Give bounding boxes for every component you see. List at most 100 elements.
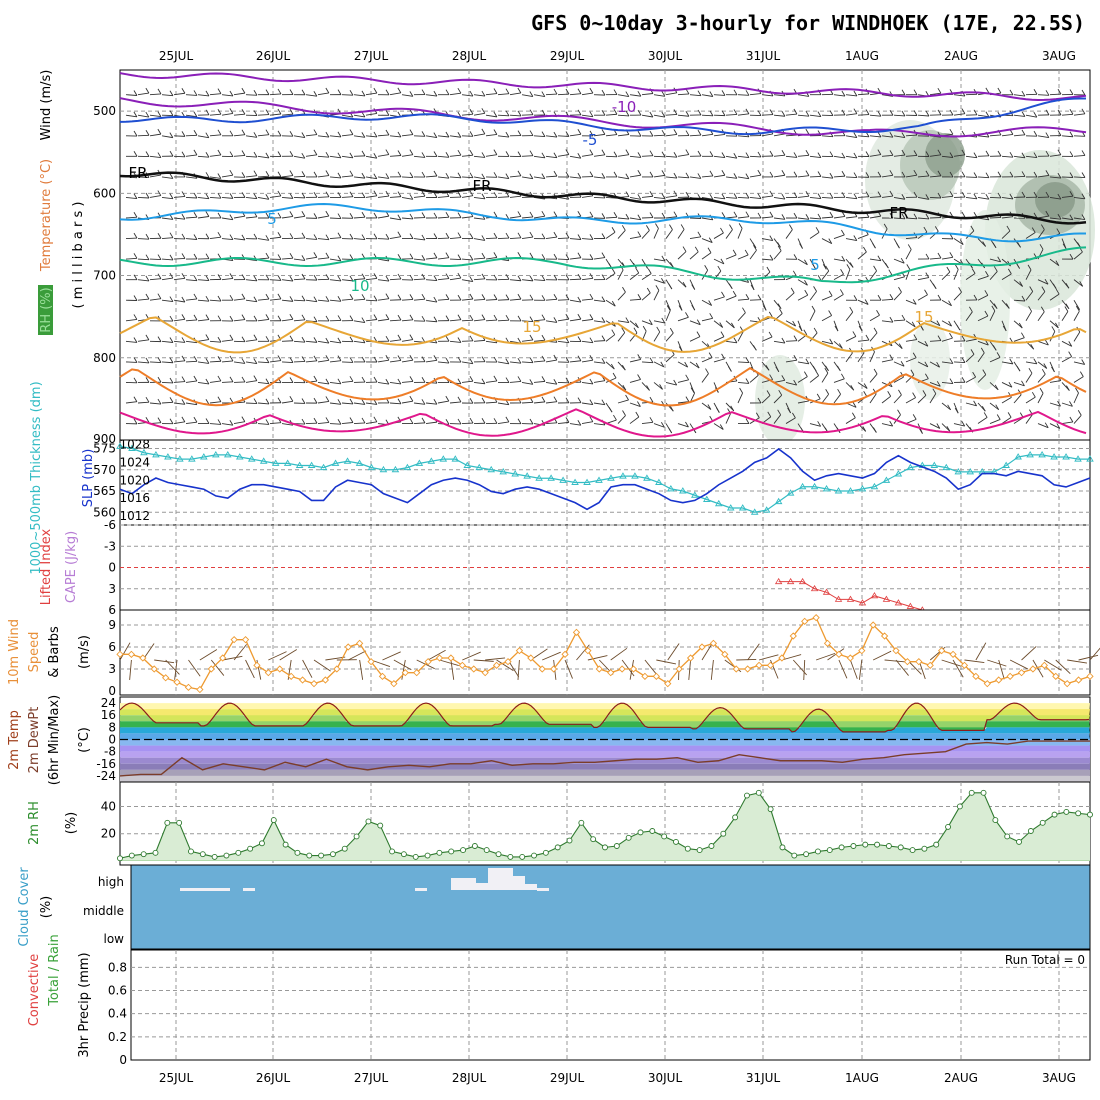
wind-barb [845, 238, 857, 241]
wind-barb-flag [397, 273, 402, 280]
wind-barb-flag [433, 170, 438, 177]
wind-barb-flag [169, 132, 174, 138]
wind-barb-flag [361, 132, 366, 138]
wind-barb-flag [529, 252, 534, 259]
wind-barb [953, 291, 962, 301]
wind-barb [485, 319, 498, 322]
wind-barb [869, 373, 878, 383]
wind-barb-flag [241, 150, 246, 156]
wind-barb [473, 381, 485, 385]
wind-barb [461, 113, 473, 116]
wind-barb-flag [433, 192, 438, 198]
wind-barb [353, 176, 365, 179]
wind-barb [677, 423, 689, 428]
wind-barb [149, 278, 161, 281]
wind-barb [185, 298, 197, 301]
wind-barb-flag [265, 170, 270, 177]
rh2m-marker [531, 852, 537, 859]
wind-barb-flag [997, 171, 1002, 177]
wind-barb-flag [613, 414, 617, 421]
wind-barb [557, 135, 570, 137]
wind-barb-flag [265, 398, 270, 405]
wind-barb-flag [493, 111, 498, 118]
wind-barb-flag [745, 211, 750, 217]
wind-barb-flag [949, 252, 954, 258]
wind-barb-flag [661, 91, 666, 97]
wind-barb [473, 155, 485, 158]
wind-barb [905, 155, 918, 157]
wind-barb [329, 381, 341, 385]
wind-barb-flag [337, 152, 342, 159]
wind-barb [245, 339, 257, 342]
wind-barb [557, 93, 570, 96]
wind-barb [209, 299, 222, 302]
contour-plus15 [119, 315, 1087, 354]
wind-barb-flag [799, 243, 803, 249]
wind-barb-flag [145, 111, 150, 118]
wind-barb [713, 258, 725, 265]
thickness-marker [1026, 451, 1034, 458]
thickness-marker [667, 485, 675, 492]
rh2m-marker [779, 844, 786, 851]
wind-barb [617, 382, 627, 391]
wind-barb-flag [193, 314, 198, 321]
thickness-marker [367, 463, 376, 471]
pressure-tick: 800 [93, 351, 116, 365]
wind-barb-flag [517, 376, 522, 382]
wind-barb-flag [577, 313, 582, 320]
wind-barb [485, 114, 497, 118]
wind-barb-flag [325, 87, 330, 94]
wind-barb-flag [193, 275, 198, 281]
wind-barb-flag [637, 354, 642, 360]
wind-barb-flag [625, 213, 630, 220]
wind-barb [1061, 356, 1072, 363]
wind-barb [1073, 251, 1083, 260]
wind-barb [341, 114, 353, 118]
thickness-marker [774, 497, 783, 505]
wind-barb [845, 94, 857, 97]
wind-barb-flag [1069, 151, 1074, 157]
wind-barb-flag [337, 232, 342, 238]
precip-grid [131, 950, 1090, 1060]
wind10m-barb [758, 654, 779, 661]
rh2m-marker [566, 837, 573, 844]
wind-barb [881, 359, 893, 363]
wind-barb-flag [445, 232, 450, 239]
thickness-marker [942, 463, 951, 471]
wind-barb-flag [601, 172, 606, 179]
wind-barb-flag [289, 296, 294, 302]
wind-barb [821, 270, 830, 280]
wind-barb-flag [505, 294, 510, 300]
wind10m-marker [972, 672, 980, 680]
wind10m-marker [435, 654, 444, 662]
wind-barb [701, 94, 713, 97]
wind-barb-flag [517, 130, 522, 136]
wind-barb [725, 340, 737, 344]
wind-barb [677, 154, 689, 157]
wind-barb-flag [877, 294, 882, 301]
wind10m-barb [517, 659, 520, 680]
wind-barb [593, 423, 605, 426]
rh2m-marker [164, 819, 171, 826]
wind-barb-flag [805, 214, 810, 220]
wind-barb [893, 361, 905, 367]
wind-barb-flag [205, 295, 210, 302]
wind-barb [869, 314, 880, 322]
wind-barb [389, 217, 401, 221]
wind-barb-flag [901, 171, 906, 178]
wind-barb [317, 238, 329, 241]
wind-barb [797, 217, 809, 220]
wind-barb [941, 361, 953, 364]
wind-barb-flag [851, 412, 856, 419]
wind-barb-flag [1033, 111, 1038, 118]
wind-barb-flag [956, 324, 961, 331]
wind-barb [593, 361, 605, 364]
wind-barb-flag [709, 110, 714, 117]
wind-barb-flag [145, 233, 150, 240]
rh2m-marker [613, 843, 620, 849]
wind-barb-flag [937, 335, 942, 341]
wind-barb-flag [901, 314, 906, 321]
wind-barb-flag [997, 150, 1002, 157]
thickness-marker [212, 451, 220, 458]
